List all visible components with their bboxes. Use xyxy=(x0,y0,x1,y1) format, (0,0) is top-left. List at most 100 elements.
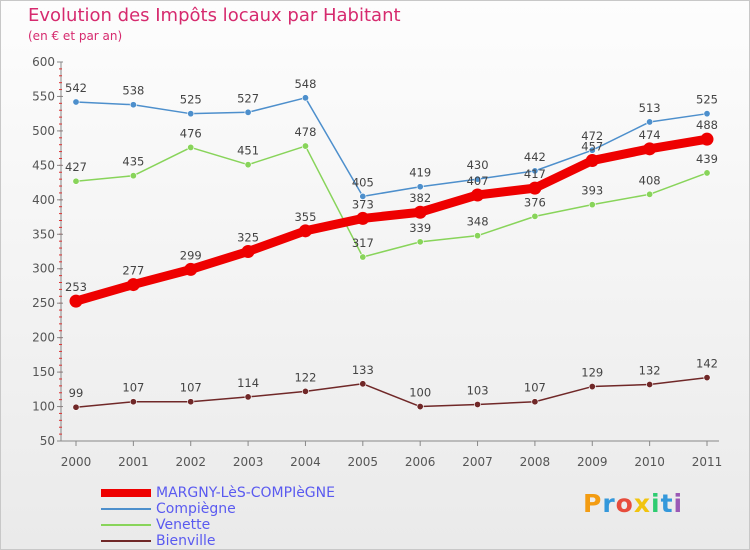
data-label: 427 xyxy=(65,160,87,174)
data-label: 527 xyxy=(237,91,259,105)
data-point xyxy=(244,161,252,169)
data-label: 408 xyxy=(639,173,661,187)
data-point xyxy=(471,188,485,202)
data-label: 103 xyxy=(467,383,489,397)
x-tick-label: 2002 xyxy=(175,455,206,469)
data-point xyxy=(356,211,370,225)
x-tick-label: 2006 xyxy=(405,455,436,469)
legend-swatch xyxy=(101,508,151,510)
data-point xyxy=(700,132,714,146)
data-label: 299 xyxy=(180,248,202,262)
x-tick-label: 2010 xyxy=(634,455,665,469)
data-label: 376 xyxy=(524,195,546,209)
data-point xyxy=(301,142,309,150)
data-point xyxy=(359,380,367,388)
data-point xyxy=(703,110,711,118)
x-tick-label: 2007 xyxy=(462,455,493,469)
legend-label: Bienville xyxy=(156,533,216,549)
data-point xyxy=(129,101,137,109)
series xyxy=(69,94,714,411)
legend-item: Venette xyxy=(101,517,335,533)
y-tick-label: 500 xyxy=(32,124,55,138)
data-label: 393 xyxy=(581,184,603,198)
data-label: 253 xyxy=(65,280,87,294)
data-label: 538 xyxy=(122,84,144,98)
data-point xyxy=(531,212,539,220)
data-label: 355 xyxy=(294,210,316,224)
data-label: 488 xyxy=(696,118,718,132)
logo-letter: x xyxy=(633,489,651,518)
data-point xyxy=(72,98,80,106)
data-point xyxy=(187,398,195,406)
data-point xyxy=(585,154,599,168)
y-tick-label: 150 xyxy=(32,365,55,379)
data-label: 107 xyxy=(122,381,144,395)
data-label: 451 xyxy=(237,144,259,158)
data-label: 435 xyxy=(122,155,144,169)
series-compi-gne xyxy=(72,94,711,200)
data-point xyxy=(588,383,596,391)
y-tick-label: 300 xyxy=(32,262,55,276)
data-point xyxy=(703,169,711,177)
y-tick-label: 550 xyxy=(32,89,55,103)
y-tick-label: 400 xyxy=(32,193,55,207)
data-label: 405 xyxy=(352,175,374,189)
data-point xyxy=(703,374,711,382)
x-tick-label: 2009 xyxy=(577,455,608,469)
x-tick-label: 2005 xyxy=(348,455,379,469)
data-point xyxy=(528,181,542,195)
x-tick-label: 2008 xyxy=(520,455,551,469)
x-tick-label: 2004 xyxy=(290,455,321,469)
data-label: 133 xyxy=(352,363,374,377)
series-line xyxy=(75,145,708,258)
data-point xyxy=(646,118,654,126)
data-point xyxy=(129,398,137,406)
data-point xyxy=(646,380,654,388)
data-point xyxy=(69,294,83,308)
legend-label: MARGNY-LèS-COMPIèGNE xyxy=(156,485,335,501)
x-tick-label: 2003 xyxy=(233,455,264,469)
data-point xyxy=(588,146,596,154)
data-point xyxy=(301,387,309,395)
data-label: 277 xyxy=(122,264,144,278)
data-label: 474 xyxy=(639,128,661,142)
legend-swatch xyxy=(101,524,151,526)
data-point xyxy=(588,201,596,209)
x-tick-label: 2011 xyxy=(692,455,723,469)
data-label: 548 xyxy=(294,77,316,91)
data-label: 382 xyxy=(409,191,431,205)
logo-letter: o xyxy=(615,489,634,518)
data-point xyxy=(359,192,367,200)
data-label: 476 xyxy=(180,126,202,140)
data-point xyxy=(474,175,482,183)
data-label: 317 xyxy=(352,236,374,250)
legend-swatch xyxy=(101,540,151,542)
data-point xyxy=(126,278,140,292)
proxiti-logo: Proxiti xyxy=(583,489,683,518)
y-tick-label: 200 xyxy=(32,331,55,345)
data-point xyxy=(416,183,424,191)
data-label: 525 xyxy=(696,93,718,107)
data-label: 542 xyxy=(65,81,87,95)
data-point xyxy=(298,224,312,238)
data-point xyxy=(187,143,195,151)
y-tick-label: 100 xyxy=(32,400,55,414)
data-label: 430 xyxy=(467,158,489,172)
x-tick-label: 2000 xyxy=(61,455,92,469)
data-label: 439 xyxy=(696,152,718,166)
data-label: 373 xyxy=(352,197,374,211)
data-label: 442 xyxy=(524,150,546,164)
chart-subtitle: (en € et par an) xyxy=(28,29,123,43)
y-tick-label: 600 xyxy=(32,55,55,69)
data-label: 407 xyxy=(467,174,489,188)
data-label: 107 xyxy=(180,381,202,395)
data-point xyxy=(474,400,482,408)
data-labels: 542 538 525 527 548 405 419 430 442 472 513 525 427 4… xyxy=(65,77,718,400)
data-label: 472 xyxy=(581,129,603,143)
series-line xyxy=(71,134,712,306)
data-point xyxy=(531,398,539,406)
data-label: 348 xyxy=(467,215,489,229)
legend: MARGNY-LèS-COMPIèGNE Compiègne Venette Bien… xyxy=(101,485,335,549)
series-line xyxy=(75,97,708,198)
